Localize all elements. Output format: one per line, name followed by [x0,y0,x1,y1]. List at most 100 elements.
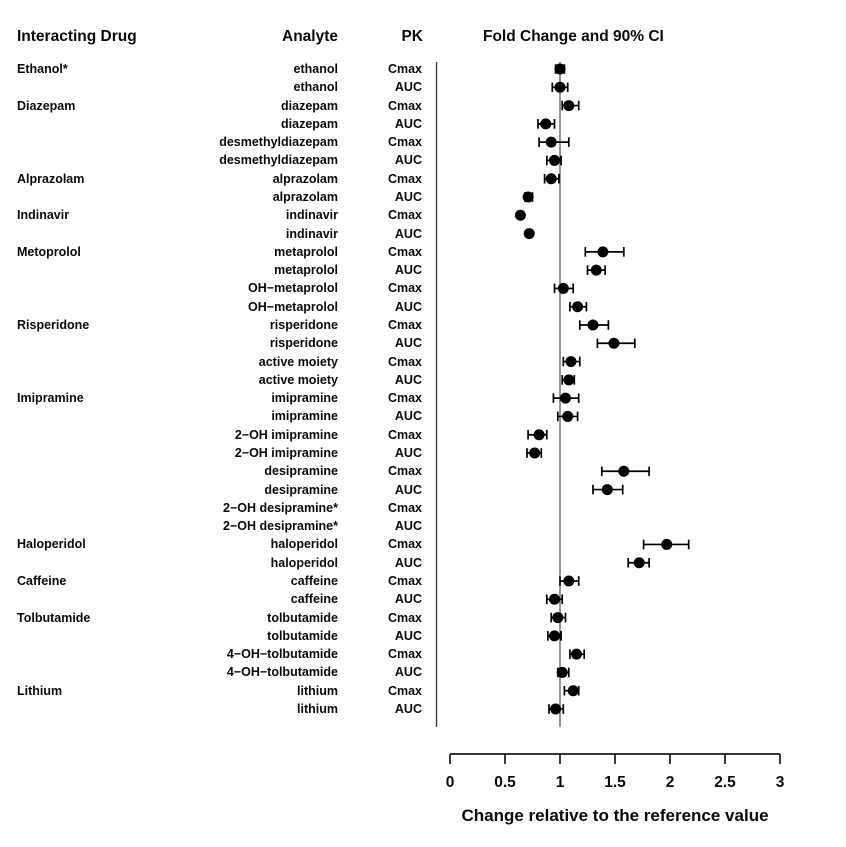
pk-label: Cmax [387,171,422,186]
x-axis-label: Change relative to the reference value [461,806,769,825]
pk-label: Cmax [387,574,422,588]
pk-label: AUC [394,482,422,497]
forest-point [592,484,624,496]
forest-point [563,685,580,697]
column-header-analyte: Analyte [282,28,338,45]
forest-point [526,447,543,459]
drug-label: Lithium [17,683,63,698]
analyte-label: lithium [297,683,338,698]
x-axis [449,753,781,764]
forest-point [552,392,580,404]
x-axis-tick-label: 0 [445,774,455,791]
forest-point [545,593,564,605]
pk-label: Cmax [387,62,422,76]
forest-point [642,538,690,550]
x-axis-tick-label: 1.5 [604,774,626,791]
x-axis-tick-label: 2 [665,774,675,791]
forest-point [562,356,581,368]
forest-point [561,100,580,112]
analyte-label: alprazolam [272,171,338,186]
pk-label: AUC [394,702,422,716]
pk-label: AUC [394,519,422,534]
x-axis-tick-label: 0.5 [494,774,516,791]
pk-label: AUC [394,372,422,387]
pk-label: Cmax [387,98,422,113]
pk-label: AUC [394,226,422,241]
analyte-label: indinavir [285,208,338,223]
pk-label: AUC [394,80,422,95]
pk-label: AUC [394,409,422,424]
pk-label: AUC [394,628,422,643]
drug-label: Tolbutamide [17,610,91,625]
analyte-label: imipramine [271,391,338,406]
forest-point [584,246,625,258]
forest-point [527,429,548,441]
analyte-label: metaprolol [274,263,338,278]
analyte-label: 4−OH−tolbutamide [226,665,338,680]
pk-label: AUC [394,190,422,204]
analyte-label: lithium [297,702,338,716]
drug-label: Metoprolol [17,244,81,259]
pk-label: Cmax [387,208,422,223]
analyte-label: alprazolam [272,190,338,204]
analyte-label: diazepam [281,116,338,131]
analyte-label: ethanol [293,80,338,95]
pk-label: AUC [394,665,422,680]
pk-label: Cmax [387,500,422,515]
analyte-label: metaprolol [274,244,338,259]
pk-label: AUC [394,299,422,314]
analyte-label: 2−OH desipramine* [223,500,338,515]
forest-point [627,557,650,569]
forest-point [553,282,575,294]
forest-point [569,648,586,660]
analyte-label: desipramine [264,482,338,497]
pk-label: Cmax [387,537,422,552]
pk-label: AUC [394,263,422,278]
forest-point [600,465,650,477]
analyte-label: caffeine [290,592,338,607]
pk-label: AUC [394,116,422,131]
analyte-label: diazepam [281,98,338,113]
forest-point [550,612,567,624]
pk-label: Cmax [387,391,422,406]
pk-label: Cmax [387,135,422,150]
forest-point [538,136,570,148]
forest-point [556,666,570,678]
pk-label: Cmax [387,427,422,442]
drug-label: Ethanol* [17,62,68,76]
pk-label: Cmax [387,281,422,296]
pk-label: Cmax [387,464,422,479]
forest-point [596,337,636,349]
pk-label: Cmax [387,610,422,625]
pk-label: AUC [394,446,422,460]
drug-label: Caffeine [17,574,67,588]
analyte-label: desmethyldiazepam [219,135,338,150]
forest-point [554,63,566,75]
forest-point [522,191,534,203]
analyte-label: OH−metaprolol [248,281,338,296]
pk-label: AUC [394,153,422,168]
analyte-label: active moiety [258,372,338,387]
forest-point [543,173,560,185]
analyte-label: ethanol [293,62,338,76]
pk-label: Cmax [387,354,422,369]
analyte-label: desipramine [264,464,338,479]
pk-label: AUC [394,555,422,570]
forest-point [578,319,610,331]
forest-point [523,228,535,240]
plot-title: Fold Change and 90% CI [483,28,664,45]
analyte-label: 2−OH imipramine [234,427,338,442]
column-header-pk: PK [401,28,423,45]
analyte-label: risperidone [269,336,338,351]
drug-label: Diazepam [17,98,76,113]
analyte-label: OH−metaprolol [248,299,338,314]
x-axis-tick-label: 3 [775,774,785,791]
analyte-label: active moiety [258,354,338,369]
analyte-label: risperidone [269,318,338,332]
analyte-label: caffeine [290,574,338,588]
drug-label: Risperidone [17,318,90,332]
drug-label: Alprazolam [17,171,85,186]
analyte-label: tolbutamide [267,628,338,643]
